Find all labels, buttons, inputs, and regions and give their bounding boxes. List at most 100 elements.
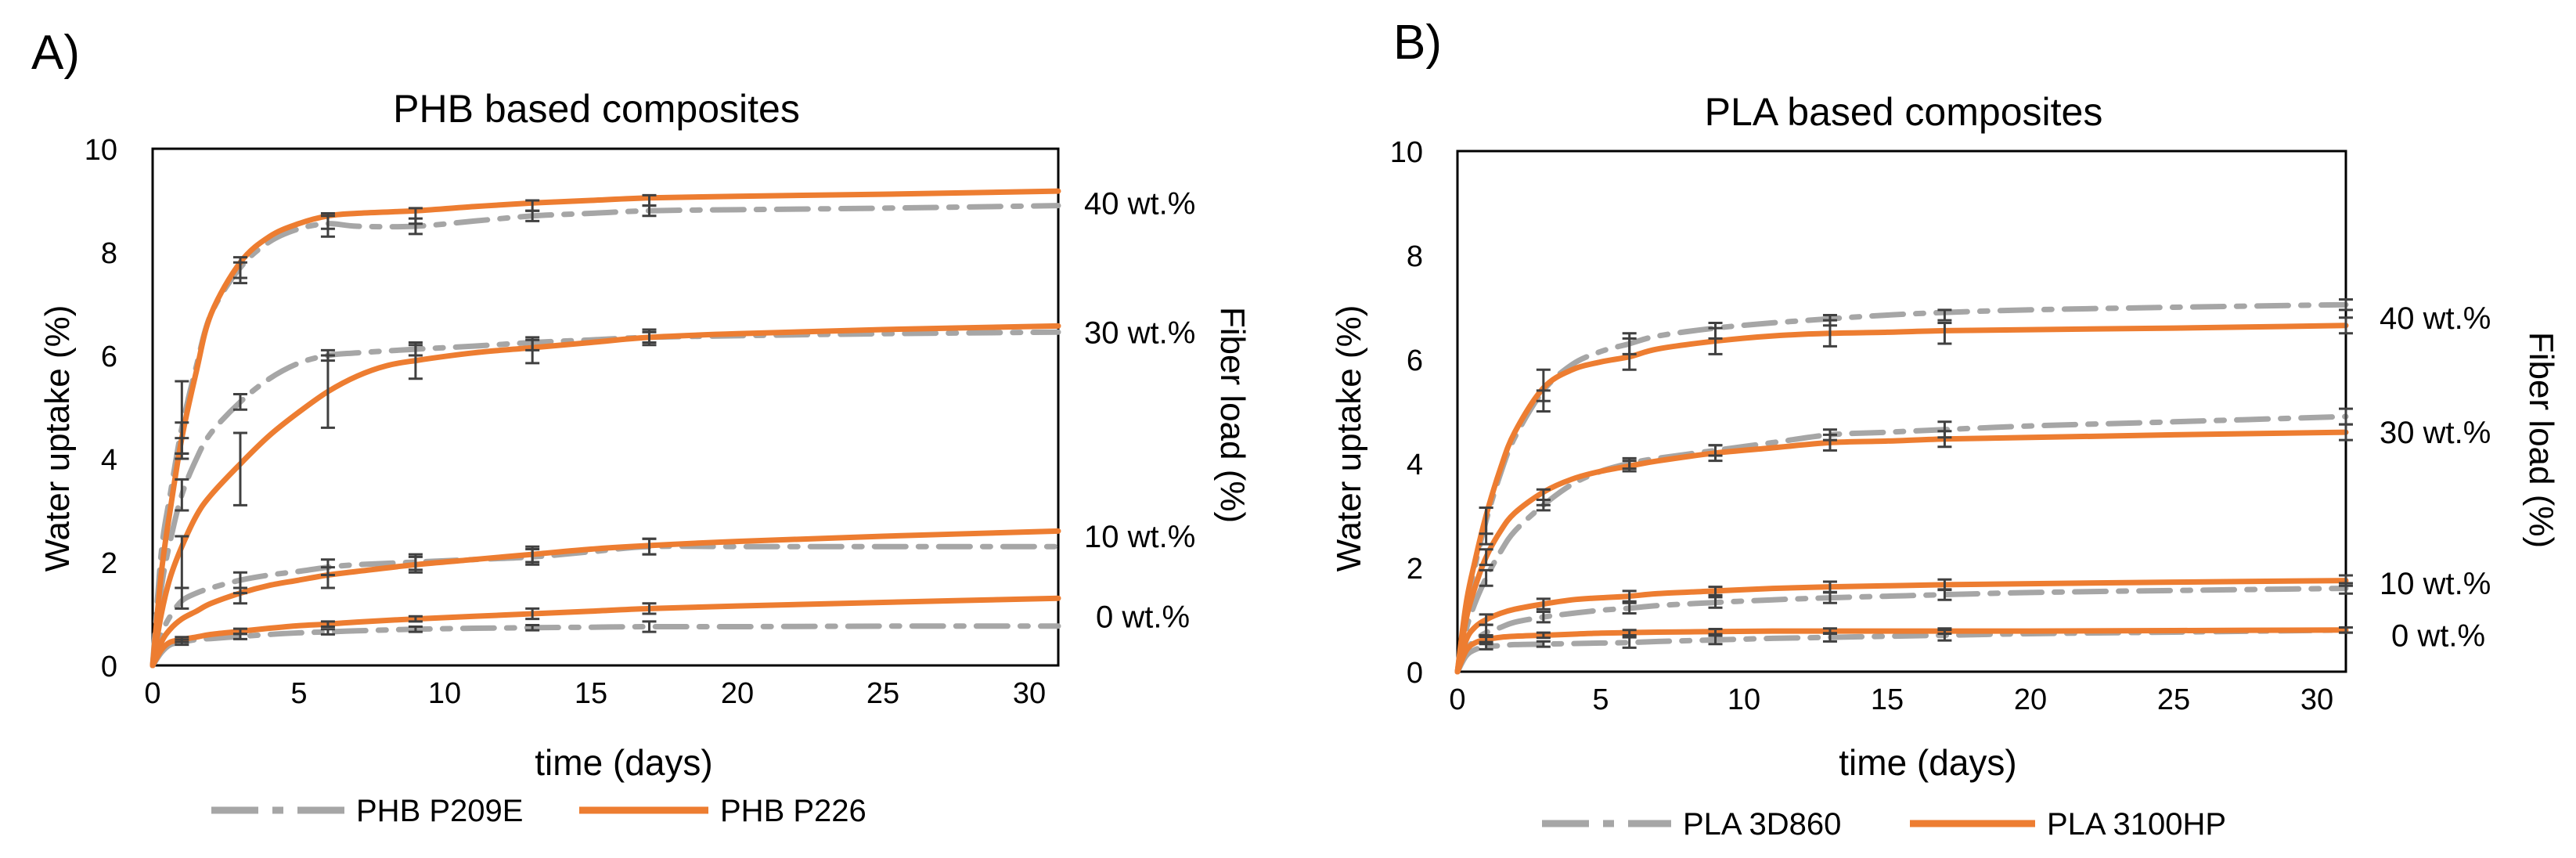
x-tick-label: 25 (2157, 683, 2190, 716)
panel-label: B) (1393, 16, 1442, 70)
x-tick-label: 5 (1592, 683, 1609, 716)
error-bar (1479, 613, 1493, 626)
error-bar (1708, 326, 1723, 355)
x-tick-label: 10 (428, 677, 461, 710)
series-layer (1454, 301, 2349, 675)
y-axis-label: Water uptake (%) (38, 305, 77, 572)
x-tick-label: 5 (290, 677, 307, 710)
error-bar (1822, 319, 1837, 348)
x-axis-label: time (days) (1839, 742, 2016, 783)
error-bar (1536, 611, 1551, 624)
x-tick-label: 20 (721, 677, 754, 710)
error-bar (1937, 321, 1952, 345)
error-bar (1708, 586, 1723, 597)
error-bar (1622, 636, 1637, 649)
error-bar (320, 212, 335, 230)
legend: PLA 3D860 PLA 3100HP (1542, 807, 2226, 842)
error-bar (408, 555, 423, 574)
error-bar (2339, 316, 2353, 335)
error-bar (320, 628, 335, 636)
load-labels: 40 wt.% 30 wt.% 10 wt.% 0 wt.% (1084, 186, 1195, 634)
x-tick-label: 30 (1013, 677, 1046, 710)
error-bar (320, 354, 335, 429)
series-line-phb-p226-30wt (150, 323, 1061, 669)
load-label-0: 0 wt.% (2391, 619, 2485, 654)
error-bar (525, 607, 540, 621)
error-bar (1622, 337, 1637, 371)
error-bar (1479, 507, 1493, 546)
y-tick-label: 2 (1407, 553, 1423, 586)
series-line-pla-3d860-0wt (1454, 627, 2349, 675)
error-bar (232, 586, 247, 605)
y-tick-label: 0 (1407, 657, 1423, 690)
series-line-pla-3d860-40wt (1454, 301, 2349, 675)
y-tick-label: 6 (101, 341, 117, 373)
error-bar (1536, 640, 1551, 648)
legend-label: PHB P226 (720, 794, 866, 828)
x-tick-label: 20 (2014, 683, 2047, 716)
error-bar (408, 207, 423, 225)
load-label-40: 40 wt.% (2380, 301, 2491, 336)
error-bar (232, 256, 247, 279)
load-label-30: 30 wt.% (1084, 315, 1195, 350)
legend: PHB P209E PHB P226 (211, 794, 866, 828)
y-axis-label: Water uptake (%) (1330, 305, 1368, 572)
errorbar-layer (1479, 298, 2353, 651)
error-bar (2339, 298, 2353, 312)
x-tick-label: 0 (1449, 683, 1465, 716)
series-line-phb-p209e-10wt (150, 543, 1061, 669)
x-tick-label: 10 (1728, 683, 1760, 716)
error-bar (1708, 444, 1723, 463)
error-bar (1479, 635, 1493, 644)
error-bar (1536, 488, 1551, 507)
load-label-10: 10 wt.% (1084, 520, 1195, 554)
fiber-load-label: Fiber load (%) (2522, 332, 2560, 548)
series-line-pla-3d860-10wt (1454, 586, 2349, 675)
load-label-30: 30 wt.% (2380, 416, 2491, 450)
error-bar (320, 566, 335, 589)
error-bar (408, 341, 423, 380)
series-line-pla-3100hp-40wt (1454, 323, 2349, 675)
panel-a: A) PHB based composites Water uptake (%)… (31, 26, 1252, 828)
error-bar (408, 625, 423, 633)
y-tick-label: 8 (101, 237, 117, 270)
series-line-phb-p226-10wt (150, 528, 1061, 669)
y-tick-label: 2 (101, 547, 117, 580)
error-bar (1708, 596, 1723, 609)
x-tick-label: 15 (1871, 683, 1904, 716)
error-bar (2339, 423, 2353, 442)
error-bar (642, 328, 657, 347)
panel-b: B) PLA based composites Water uptake (%)… (1330, 16, 2560, 842)
load-label-0: 0 wt.% (1096, 600, 1190, 634)
error-bar (175, 535, 189, 589)
x-tick-label: 30 (2300, 683, 2333, 716)
error-bar (1937, 627, 1952, 635)
error-bar (1536, 631, 1551, 640)
load-label-10: 10 wt.% (2380, 567, 2491, 601)
error-bar (2339, 574, 2353, 587)
error-bar (232, 431, 247, 507)
error-bar (525, 199, 540, 212)
series-line-phb-p209e-40wt (150, 203, 1061, 669)
error-bar (1937, 430, 1952, 449)
x-tick-labels: 0 5 10 15 20 25 30 (144, 677, 1046, 710)
error-bar (642, 537, 657, 556)
y-tick-label: 0 (101, 651, 117, 683)
error-bar (2339, 625, 2353, 634)
error-bar (1937, 578, 1952, 592)
load-labels: 40 wt.% 30 wt.% 10 wt.% 0 wt.% (2380, 301, 2491, 654)
series-line-phb-p209e-0wt (150, 623, 1061, 669)
error-bar (1822, 627, 1837, 635)
errorbar-layer (175, 193, 657, 647)
error-bar (2339, 407, 2353, 426)
error-bar (320, 620, 335, 628)
error-bar (232, 627, 247, 636)
x-tick-label: 25 (866, 677, 899, 710)
panel-label: A) (31, 26, 80, 80)
error-bar (175, 380, 189, 455)
error-bar (1622, 460, 1637, 473)
error-bar (525, 545, 540, 564)
series-line-pla-3100hp-10wt (1454, 578, 2349, 675)
error-bar (642, 602, 657, 615)
